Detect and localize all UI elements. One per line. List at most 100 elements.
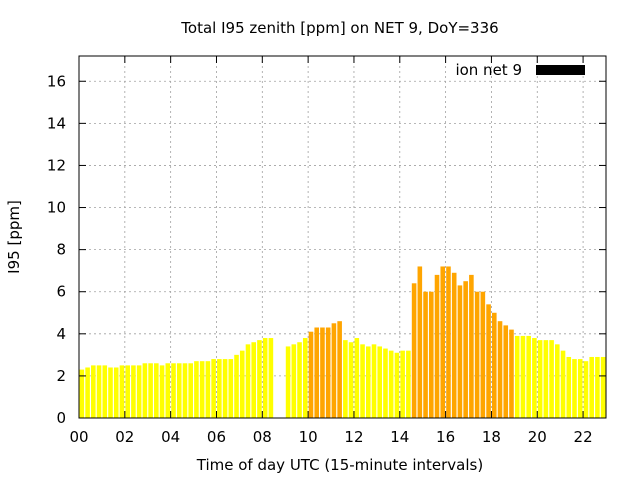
ticks [78, 56, 606, 419]
chart-title: Total I95 zenith [ppm] on NET 9, DoY=336 [180, 19, 498, 37]
bar [96, 365, 102, 418]
x-tick-label: 20 [528, 428, 547, 446]
bar [297, 342, 302, 418]
y-tick-label: 16 [47, 72, 66, 90]
legend-swatch [536, 65, 585, 75]
bar [113, 367, 119, 418]
bar [228, 359, 234, 418]
bar [148, 363, 153, 418]
bar [486, 304, 491, 418]
y-axis-label: I95 [ppm] [5, 200, 23, 274]
y-tick-label: 10 [47, 199, 66, 217]
bar [555, 344, 560, 418]
y-tick-label: 4 [56, 325, 66, 343]
bar [262, 338, 268, 418]
bar [176, 363, 182, 418]
bar [234, 354, 239, 418]
y-tick-label: 2 [56, 367, 66, 385]
bar [188, 363, 193, 418]
x-tick-label: 16 [436, 428, 455, 446]
bar [211, 359, 216, 418]
bar [463, 281, 468, 418]
bar [217, 359, 222, 418]
bar [159, 365, 165, 418]
bar [302, 338, 308, 418]
bar [354, 338, 360, 418]
y-tick-label: 6 [56, 283, 66, 301]
legend: ion net 9 [455, 61, 585, 79]
bar [136, 365, 142, 418]
bar [457, 285, 463, 418]
bar [446, 266, 451, 418]
bar [171, 363, 176, 418]
y-tick-label: 14 [47, 114, 66, 132]
bar [91, 365, 96, 418]
bar [325, 327, 331, 418]
bar [543, 340, 549, 418]
bar [102, 365, 108, 418]
x-tick-label: 04 [161, 428, 180, 446]
bar [331, 323, 337, 418]
bar [142, 363, 148, 418]
bar [268, 338, 274, 418]
bar [503, 325, 509, 418]
x-tick-label: 12 [344, 428, 363, 446]
bar [308, 331, 314, 418]
y-tick-label: 8 [56, 241, 66, 259]
bar [566, 356, 572, 418]
y-tick-label: 0 [56, 409, 66, 427]
bar [245, 344, 251, 418]
bar [108, 367, 113, 418]
bar [417, 266, 423, 418]
bar [440, 266, 446, 418]
bar [577, 359, 583, 418]
bar [154, 363, 159, 418]
bar [365, 346, 371, 418]
bar [222, 359, 228, 418]
bar [514, 335, 520, 418]
bar [343, 340, 348, 418]
bar [320, 327, 325, 418]
bar [583, 361, 589, 418]
bar [205, 361, 211, 418]
bar [428, 291, 434, 418]
x-axis-label: Time of day UTC (15-minute intervals) [196, 456, 483, 474]
bar [572, 359, 577, 418]
bar [451, 272, 457, 418]
bar [400, 350, 405, 418]
bar [360, 344, 365, 418]
bar [388, 350, 394, 418]
bar [520, 335, 526, 418]
bar [469, 274, 474, 418]
x-tick-label: 08 [253, 428, 272, 446]
bar [194, 361, 199, 418]
bar [125, 365, 130, 418]
bar [199, 361, 205, 418]
bar [348, 342, 354, 418]
bar [371, 344, 377, 418]
bar [474, 291, 480, 418]
bar [537, 340, 543, 418]
legend-label: ion net 9 [455, 61, 522, 79]
bar [480, 291, 486, 418]
bar [560, 350, 566, 418]
bar [526, 335, 531, 418]
bar [589, 356, 594, 418]
bar [549, 340, 554, 418]
bar [131, 365, 136, 418]
bar [509, 329, 514, 418]
bar [79, 369, 85, 418]
bar [251, 342, 257, 418]
x-tick-label: 06 [207, 428, 226, 446]
bars [79, 266, 606, 418]
bar [291, 344, 297, 418]
bar [600, 356, 606, 418]
bar [532, 338, 537, 418]
y-tick-label: 12 [47, 156, 66, 174]
bar [492, 312, 497, 418]
bar [434, 274, 440, 418]
bar [182, 363, 188, 418]
plot-frame [78, 55, 607, 419]
